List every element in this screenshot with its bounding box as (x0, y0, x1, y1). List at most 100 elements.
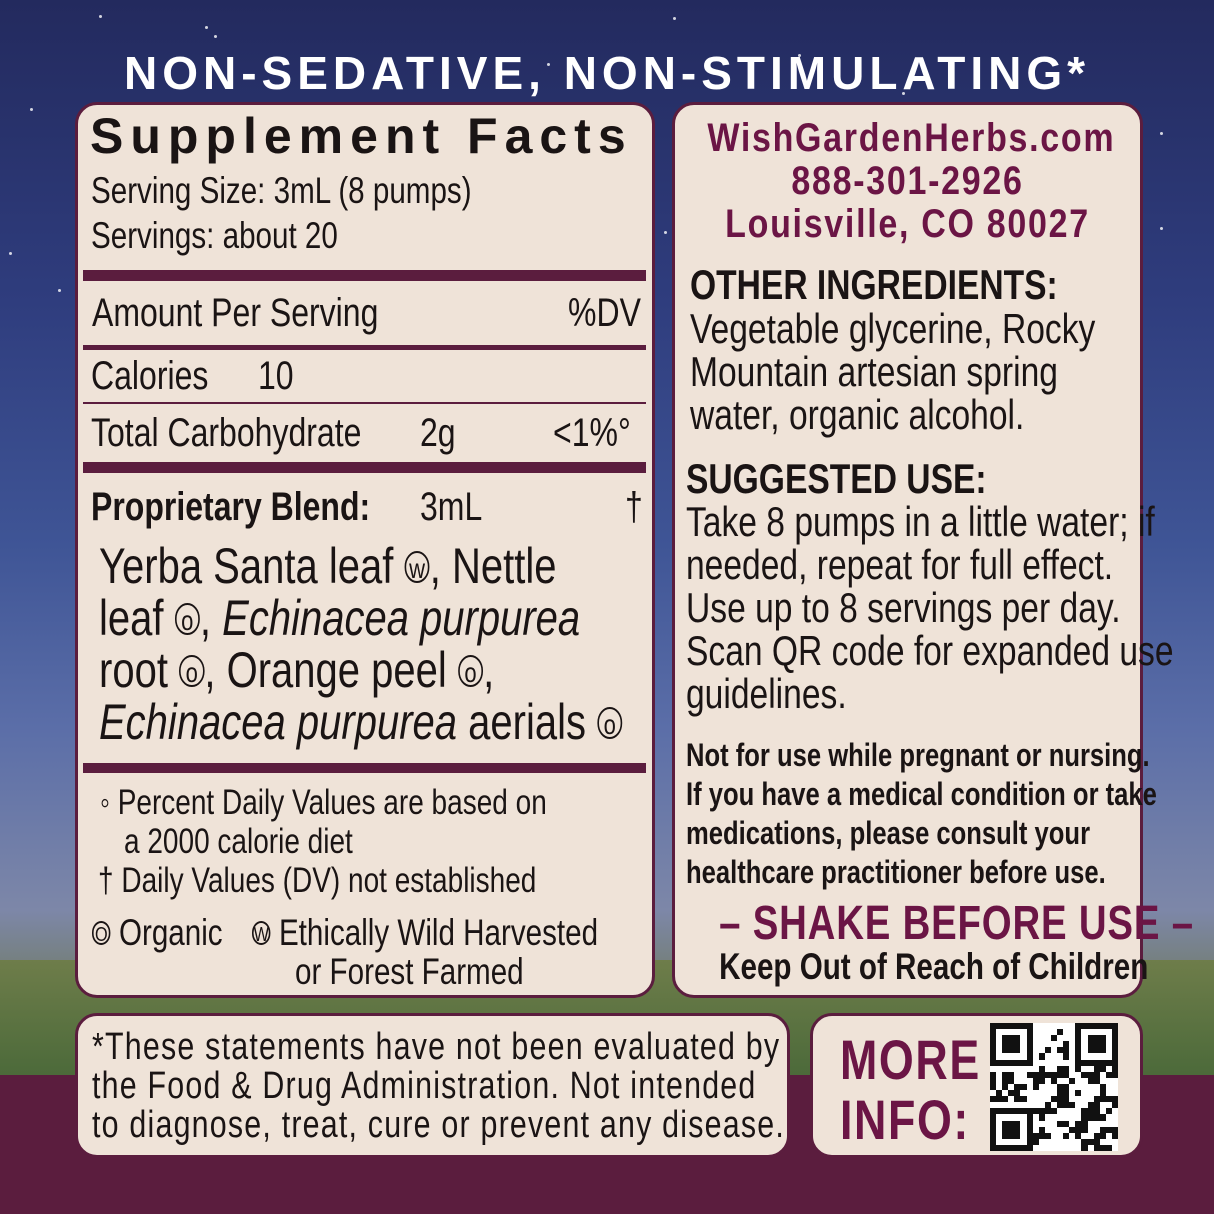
qr-module (1105, 1126, 1112, 1133)
qr-module (1111, 1102, 1118, 1109)
qr-module (1002, 1114, 1009, 1121)
use-line: Scan QR code for expanded use (686, 627, 1174, 674)
qr-module (1087, 1053, 1094, 1060)
qr-module (1002, 1077, 1009, 1084)
suggested-use-heading: SUGGESTED USE: (686, 455, 987, 502)
use-line: Take 8 pumps in a little water; if (686, 498, 1155, 545)
qr-module (1063, 1029, 1070, 1036)
use-line: Use up to 8 servings per day. (686, 584, 1121, 631)
qr-module (1105, 1047, 1112, 1054)
star (1160, 132, 1164, 136)
qr-module (1087, 1132, 1094, 1139)
qr-module (996, 1114, 1003, 1121)
qr-module (1032, 1090, 1039, 1097)
qr-module (1014, 1108, 1021, 1115)
qr-module (1014, 1041, 1021, 1048)
qr-module (1111, 1138, 1118, 1145)
qr-module (1044, 1102, 1051, 1109)
qr-module (1069, 1059, 1076, 1066)
qr-module (1093, 1077, 1100, 1084)
qr-module (1069, 1041, 1076, 1048)
ingredient-text: , (199, 590, 223, 646)
qr-module (1014, 1059, 1021, 1066)
qr-module (1099, 1096, 1106, 1103)
qr-module (1093, 1023, 1100, 1030)
qr-module (1105, 1090, 1112, 1097)
qr-module (1063, 1138, 1070, 1145)
qr-module (1032, 1126, 1039, 1133)
ingredient-text: , Orange peel (204, 642, 458, 698)
qr-module (1069, 1108, 1076, 1115)
qr-module (1069, 1138, 1076, 1145)
qr-module (1044, 1029, 1051, 1036)
ingredient-text: Echinacea purpurea (222, 590, 581, 646)
keep-out-of-reach: Keep Out of Reach of Children (719, 946, 1149, 987)
qr-module (1093, 1090, 1100, 1097)
qr-module (1044, 1047, 1051, 1054)
qr-module (1063, 1144, 1070, 1151)
qr-module (1026, 1071, 1033, 1078)
qr-module (1081, 1041, 1088, 1048)
qr-module (1020, 1083, 1027, 1091)
ingredient-text: leaf (99, 590, 175, 646)
qr-module (1105, 1035, 1112, 1042)
qr-module (1063, 1126, 1070, 1133)
qr-module (1093, 1144, 1100, 1151)
qr-module (1008, 1144, 1015, 1151)
star (204, 26, 208, 30)
divider-thick (83, 270, 646, 281)
organic-icon: o (179, 655, 205, 687)
qr-module (1099, 1053, 1106, 1060)
qr-module (1026, 1065, 1033, 1072)
qr-module (1063, 1071, 1070, 1078)
qr-module (1002, 1047, 1009, 1054)
qr-module (990, 1059, 997, 1066)
qr-module (1014, 1077, 1021, 1084)
qr-module (1014, 1120, 1021, 1127)
qr-module (1105, 1041, 1112, 1048)
qr-module (1057, 1144, 1064, 1151)
calories-label: Calories (91, 354, 209, 398)
qr-module (1087, 1065, 1094, 1072)
qr-module (1075, 1144, 1082, 1151)
qr-module (1081, 1126, 1088, 1133)
qr-module (990, 1083, 997, 1091)
qr-module (1105, 1053, 1112, 1060)
website-link[interactable]: WishGardenHerbs.com (707, 116, 1116, 160)
carbohydrate-dv: <1%° (553, 411, 631, 455)
qr-module (1038, 1144, 1045, 1151)
qr-module (1008, 1065, 1015, 1072)
qr-module (1020, 1077, 1027, 1084)
qr-module (1063, 1132, 1070, 1139)
qr-module (996, 1108, 1003, 1115)
info-panel (672, 102, 1143, 998)
qr-module (996, 1132, 1003, 1139)
supplement-facts-panel (75, 102, 655, 998)
qr-module (1038, 1138, 1045, 1145)
qr-module (1105, 1120, 1112, 1127)
qr-module (1087, 1023, 1094, 1030)
qr-module (1069, 1071, 1076, 1078)
qr-module (1020, 1108, 1027, 1115)
qr-module (1020, 1090, 1027, 1097)
qr-module (1014, 1126, 1021, 1133)
facts-title: Supplement Facts (90, 108, 633, 164)
qr-module (1093, 1029, 1100, 1036)
qr-module (1014, 1096, 1021, 1103)
qr-module (1069, 1090, 1076, 1097)
qr-code[interactable] (990, 1023, 1118, 1151)
qr-module (1014, 1083, 1021, 1091)
qr-module (1026, 1108, 1033, 1115)
qr-module (1032, 1059, 1039, 1066)
qr-module (1002, 1108, 1009, 1115)
ingredient-text: aerials (457, 694, 598, 750)
qr-module (1111, 1132, 1118, 1139)
footnote-dagger: † Daily Values (DV) not established (98, 861, 537, 900)
qr-module (1044, 1090, 1051, 1097)
qr-module (1038, 1059, 1045, 1066)
qr-module (996, 1102, 1003, 1109)
qr-module (1038, 1108, 1045, 1115)
qr-module (1105, 1029, 1112, 1036)
more-info-label: INFO: (840, 1088, 970, 1151)
qr-module (1063, 1047, 1070, 1054)
